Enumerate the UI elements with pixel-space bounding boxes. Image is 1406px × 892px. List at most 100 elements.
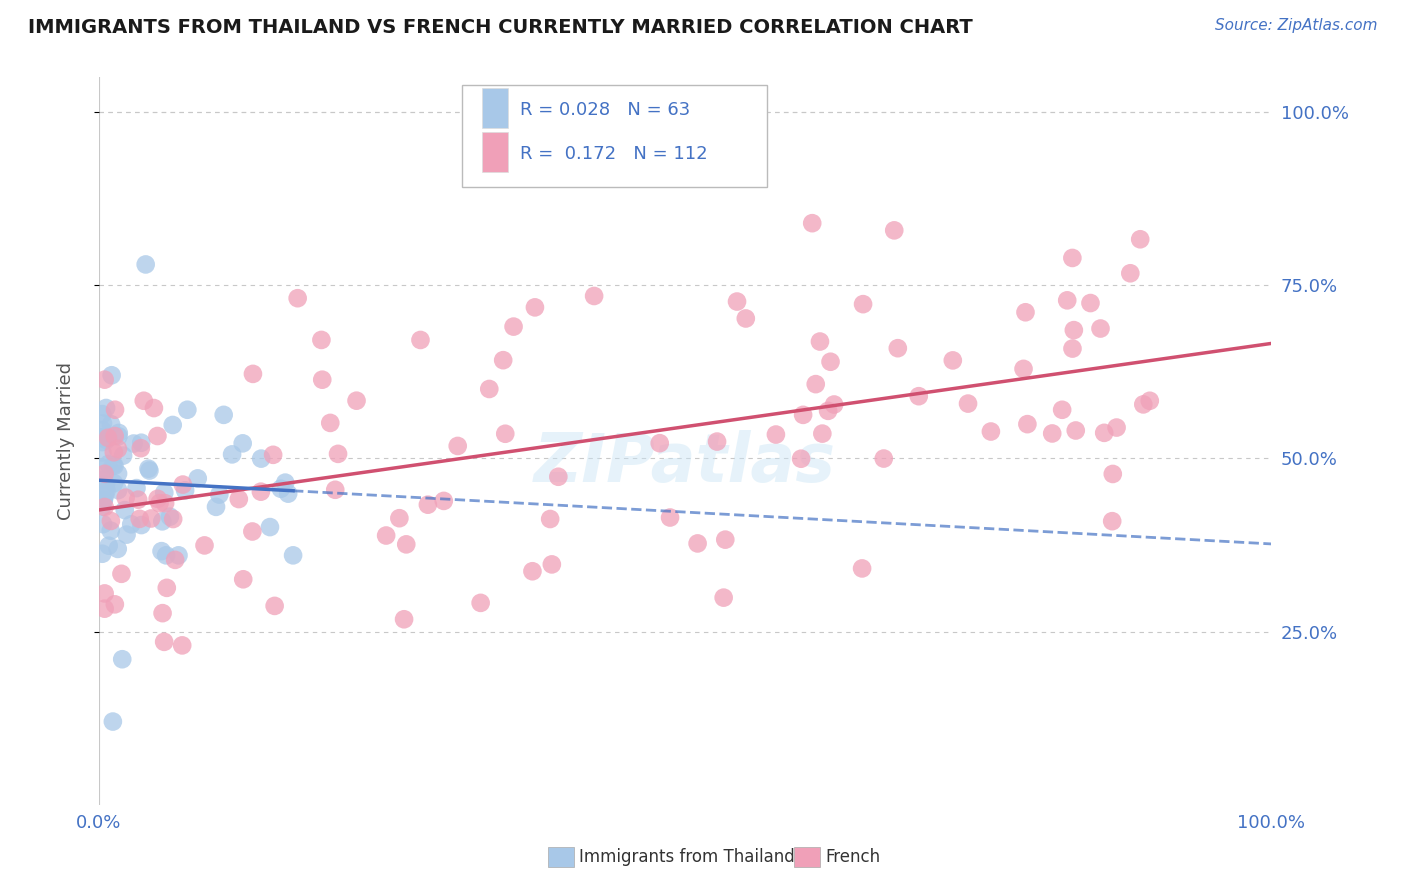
Point xyxy=(104,429,127,443)
Point xyxy=(714,533,737,547)
Point xyxy=(1056,293,1078,308)
Point xyxy=(205,500,228,514)
Point xyxy=(416,498,439,512)
Point xyxy=(980,425,1002,439)
Point xyxy=(103,445,125,459)
Point xyxy=(262,448,284,462)
Point xyxy=(153,496,176,510)
Point xyxy=(122,436,145,450)
Point xyxy=(808,334,831,349)
Point xyxy=(820,355,842,369)
Point xyxy=(107,442,129,456)
Point xyxy=(790,451,813,466)
Point xyxy=(167,549,190,563)
Point xyxy=(323,483,346,497)
Point xyxy=(174,483,197,498)
Point xyxy=(156,581,179,595)
Point xyxy=(100,524,122,538)
Point xyxy=(725,294,748,309)
FancyBboxPatch shape xyxy=(463,85,768,186)
Point xyxy=(97,457,120,471)
Point xyxy=(259,520,281,534)
Point xyxy=(104,598,127,612)
Point xyxy=(91,494,114,508)
Point xyxy=(470,596,492,610)
Point xyxy=(93,492,115,507)
Point xyxy=(110,566,132,581)
Point xyxy=(522,564,544,578)
Point xyxy=(115,527,138,541)
Text: ZIPatlas: ZIPatlas xyxy=(534,430,837,496)
Point xyxy=(478,382,501,396)
Point xyxy=(107,429,129,443)
Point xyxy=(277,486,299,500)
Point xyxy=(103,476,125,491)
Point xyxy=(93,373,115,387)
Point xyxy=(388,511,411,525)
Point xyxy=(311,333,333,347)
Point xyxy=(1012,362,1035,376)
Point xyxy=(176,402,198,417)
Point xyxy=(146,491,169,506)
Point xyxy=(346,393,368,408)
Point xyxy=(851,561,873,575)
Bar xyxy=(482,88,508,128)
Point xyxy=(1014,305,1036,319)
Point xyxy=(114,503,136,517)
Point xyxy=(91,500,114,514)
Point xyxy=(1139,393,1161,408)
Text: R = 0.028   N = 63: R = 0.028 N = 63 xyxy=(520,102,690,120)
Point xyxy=(250,484,273,499)
Point xyxy=(270,482,292,496)
Point xyxy=(91,430,114,444)
Point xyxy=(100,368,122,383)
Point xyxy=(326,447,349,461)
Point xyxy=(114,491,136,505)
Point xyxy=(319,416,342,430)
Point xyxy=(447,439,470,453)
Point xyxy=(228,491,250,506)
Point xyxy=(852,297,875,311)
Point xyxy=(127,492,149,507)
Point xyxy=(502,319,524,334)
Point xyxy=(91,435,114,450)
Point xyxy=(162,417,184,432)
Text: IMMIGRANTS FROM THAILAND VS FRENCH CURRENTLY MARRIED CORRELATION CHART: IMMIGRANTS FROM THAILAND VS FRENCH CURRE… xyxy=(28,18,973,37)
Point xyxy=(97,431,120,445)
Point xyxy=(120,517,142,532)
Point xyxy=(540,558,562,572)
Point xyxy=(1050,402,1073,417)
Point xyxy=(1062,342,1084,356)
Point xyxy=(1063,323,1085,337)
Bar xyxy=(482,132,508,172)
Point xyxy=(311,373,333,387)
Point xyxy=(93,500,115,514)
Text: R =  0.172   N = 112: R = 0.172 N = 112 xyxy=(520,145,707,163)
Point xyxy=(706,434,728,449)
Point xyxy=(232,572,254,586)
Point xyxy=(150,514,173,528)
Point xyxy=(212,408,235,422)
Point xyxy=(135,257,157,271)
Point xyxy=(1064,424,1087,438)
Point xyxy=(648,436,671,450)
Point xyxy=(100,514,122,528)
Point xyxy=(91,417,114,431)
Point xyxy=(1101,467,1123,481)
Point xyxy=(395,537,418,551)
Point xyxy=(165,553,187,567)
Point xyxy=(942,353,965,368)
Point xyxy=(274,475,297,490)
Point xyxy=(111,652,134,666)
Point xyxy=(101,714,124,729)
Point xyxy=(409,333,432,347)
Y-axis label: Currently Married: Currently Married xyxy=(58,362,75,520)
Point xyxy=(583,289,606,303)
Point xyxy=(801,216,824,230)
Point xyxy=(172,477,194,491)
Point xyxy=(883,223,905,237)
Point xyxy=(138,461,160,475)
Point xyxy=(240,524,263,539)
Point xyxy=(162,512,184,526)
Point xyxy=(250,451,273,466)
